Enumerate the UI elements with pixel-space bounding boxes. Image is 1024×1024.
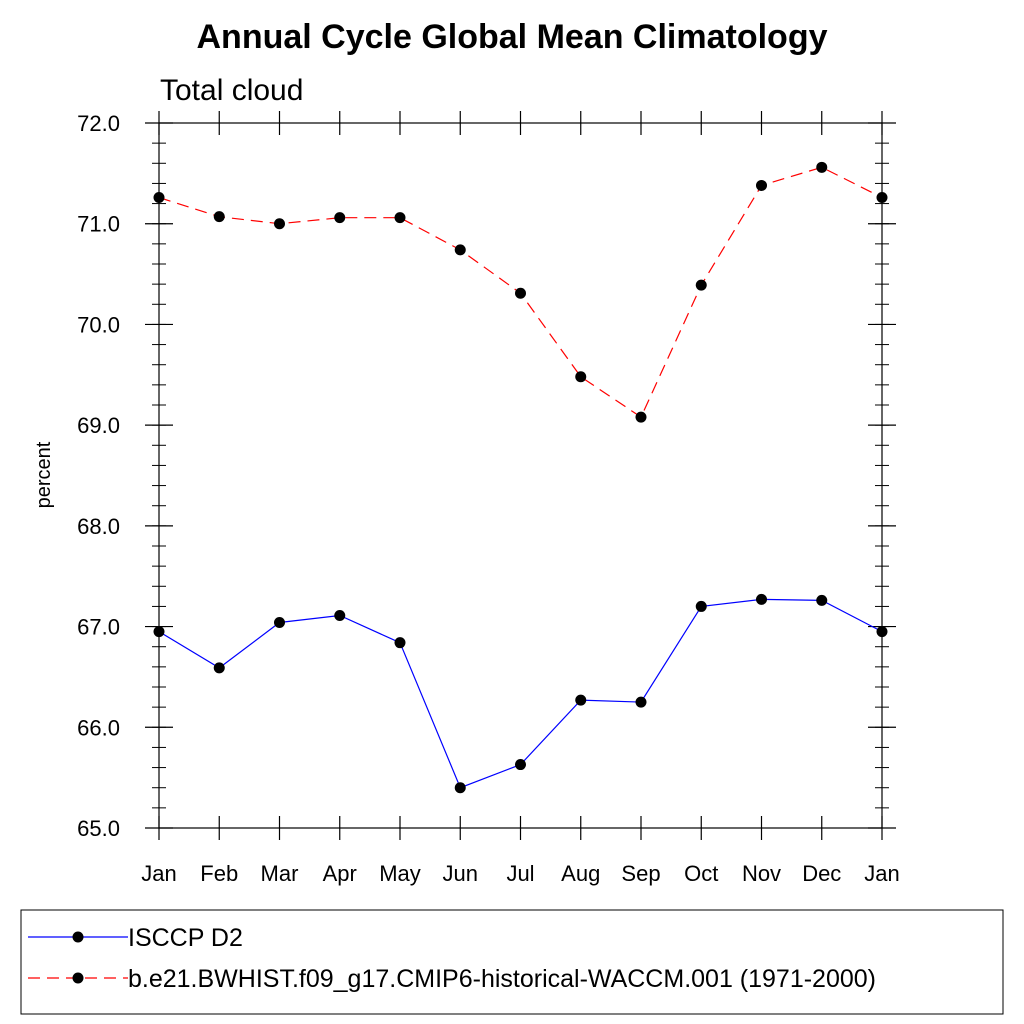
series-points [153,161,888,794]
x-tick-labels: Jan Feb Mar Apr May Jun Jul Aug Sep Oct Nov Dec Jan [141,861,899,886]
data-point-waccm [695,279,707,291]
data-point-waccm [274,218,285,230]
legend-marker-waccm [72,972,84,984]
x-tick-label: Oct [684,861,718,886]
plot-frame [158,122,883,829]
legend-marker-isccp [72,931,84,943]
y-tick-label: 67.0 [77,615,120,640]
x-ticks [158,111,883,840]
y-tick-label: 70.0 [77,312,120,337]
data-point-isccp [454,782,466,794]
x-tick-label: Dec [802,861,841,886]
x-tick-label: Sep [621,861,660,886]
data-point-isccp [153,626,165,638]
y-tick-labels: 65.0 66.0 67.0 68.0 69.0 70.0 71.0 72.0 [77,111,120,841]
y-tick-label: 65.0 [77,816,120,841]
data-point-waccm [153,192,165,204]
data-point-isccp [575,694,587,706]
data-point-isccp [816,594,828,606]
legend-label-waccm: b.e21.BWHIST.f09_g17.CMIP6-historical-WA… [128,965,876,993]
data-point-isccp [274,617,285,629]
x-tick-label: Nov [742,861,781,886]
data-point-waccm [334,212,346,224]
data-point-isccp [213,662,225,674]
x-tick-label: Apr [323,861,357,886]
data-point-isccp [756,593,767,605]
x-tick-label: Jun [443,861,478,886]
y-tick-label: 71.0 [77,212,120,237]
x-tick-label: May [379,861,421,886]
legend: ISCCP D2 b.e21.BWHIST.f09_g17.CMIP6-hist… [20,909,1004,1015]
data-point-waccm [454,244,466,256]
series-lines [158,166,883,789]
y-tick-label: 69.0 [77,413,120,438]
data-point-waccm [394,212,406,224]
x-tick-label: Jul [506,861,534,886]
data-point-isccp [515,759,526,771]
x-tick-label: Feb [200,861,238,886]
data-point-waccm [635,411,647,423]
y-tick-label: 68.0 [77,514,120,539]
chart-subtitle: Total cloud [160,74,303,107]
data-point-isccp [334,609,346,621]
y-major-ticks [145,122,896,829]
legend-box [20,909,1004,1015]
y-minor-ticks [152,122,889,829]
x-tick-label: Jan [864,861,899,886]
data-point-waccm [515,287,526,299]
chart-title: Annual Cycle Global Mean Climatology [197,18,828,56]
legend-label-isccp: ISCCP D2 [128,924,243,952]
y-axis-label: percent [33,441,55,508]
data-point-isccp [695,600,707,612]
data-point-waccm [575,371,587,383]
data-point-isccp [876,626,888,638]
data-point-waccm [816,161,828,173]
data-point-isccp [635,696,647,708]
x-tick-label: Mar [261,861,299,886]
data-point-isccp [394,637,406,649]
data-point-waccm [876,192,888,204]
x-tick-label: Aug [561,861,600,886]
x-tick-label: Jan [141,861,176,886]
y-tick-label: 72.0 [77,111,120,136]
data-point-waccm [213,211,225,223]
data-point-waccm [756,179,767,191]
y-tick-label: 66.0 [77,715,120,740]
